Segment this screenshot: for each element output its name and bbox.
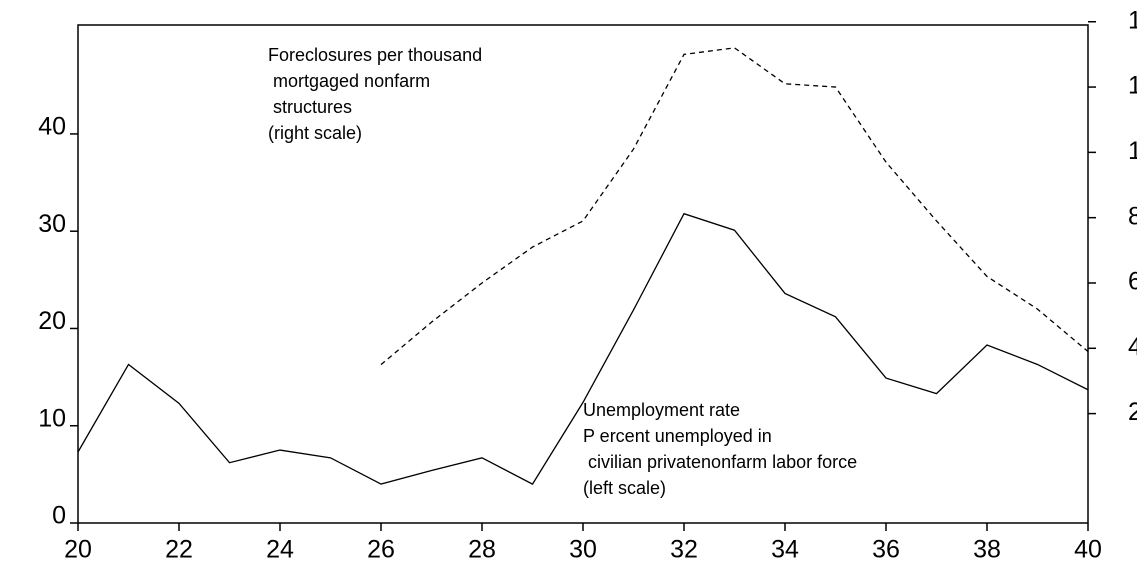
- y2-tick-label: 8: [1128, 202, 1137, 230]
- series-line: [380, 47, 1089, 366]
- x-tick-label: 36: [872, 536, 900, 564]
- x-tick-label: 20: [64, 536, 92, 564]
- x-tick-label: 28: [468, 536, 496, 564]
- annotation: structures: [268, 97, 352, 117]
- y2-tick-label: 12: [1128, 72, 1137, 100]
- annotation: (right scale): [268, 123, 362, 143]
- y-tick-label: 0: [52, 502, 66, 530]
- annotation: civilian privatenonfarm labor force: [583, 452, 857, 472]
- y-tick-label: 30: [38, 210, 66, 238]
- annotation: mortgaged nonfarm: [268, 71, 430, 91]
- x-tick-label: 24: [266, 536, 294, 564]
- x-tick-label: 32: [670, 536, 698, 564]
- y-tick-label: 10: [38, 404, 66, 432]
- series-line: [77, 212, 1089, 485]
- y2-tick-label: 14: [1128, 6, 1137, 34]
- annotation: Unemployment rate: [583, 400, 740, 420]
- y-tick-label: 40: [38, 113, 66, 141]
- y2-tick-label: 6: [1128, 268, 1137, 296]
- x-tick-label: 22: [165, 536, 193, 564]
- annotation: P ercent unemployed in: [583, 426, 772, 446]
- y2-tick-label: 2: [1128, 398, 1137, 426]
- annotation: (left scale): [583, 478, 666, 498]
- x-tick-label: 26: [367, 536, 395, 564]
- y2-tick-label: 10: [1128, 137, 1137, 165]
- x-tick-label: 30: [569, 536, 597, 564]
- x-tick-label: 34: [771, 536, 799, 564]
- y2-tick-label: 4: [1128, 333, 1137, 361]
- annotation: Foreclosures per thousand: [268, 45, 482, 65]
- x-tick-label: 40: [1074, 536, 1102, 564]
- x-tick-label: 38: [973, 536, 1001, 564]
- y-tick-label: 20: [38, 307, 66, 335]
- plot-frame: [77, 24, 1089, 524]
